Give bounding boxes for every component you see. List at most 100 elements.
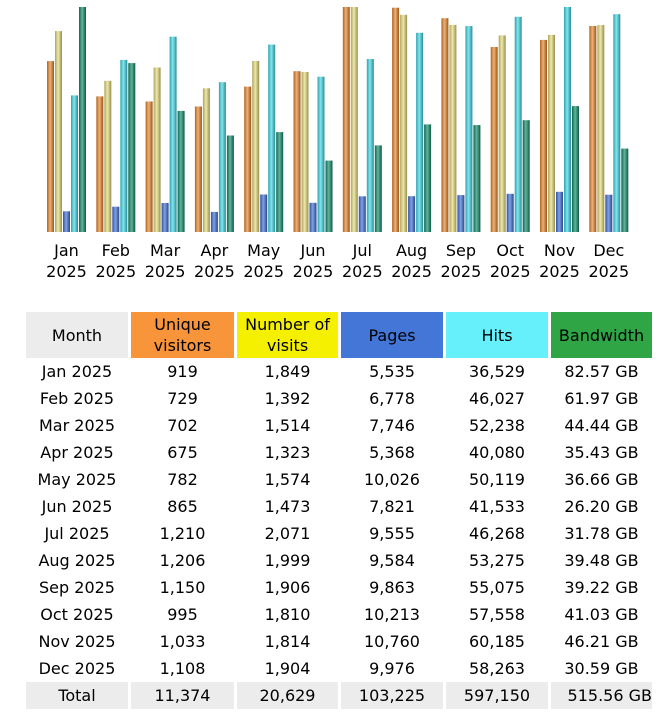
cell-bandwidth: 44.44 GB (564, 416, 639, 435)
cell-bandwidth: 39.22 GB (564, 578, 639, 597)
bar-bandwidth-dec-2025 (621, 148, 629, 232)
bar-bandwidth-sep-2025 (473, 125, 481, 232)
header-bandwidth: Bandwidth (551, 312, 652, 358)
x-tick-label-aug-2025-line2: 2025 (391, 262, 432, 281)
bar-hits-nov-2025 (564, 7, 571, 232)
x-tick-label-apr-2025-line2: 2025 (194, 262, 235, 281)
cell-hits: 58,263 (469, 659, 525, 678)
cell-hits: 50,119 (469, 470, 525, 489)
cell-hits: 36,529 (469, 362, 525, 381)
cell-unique: 782 (167, 470, 198, 489)
cell-bandwidth: 31.78 GB (564, 524, 639, 543)
cell-visits: 1,810 (264, 605, 311, 624)
bar-number-of-visits-sep-2025 (449, 24, 457, 233)
cell-visits: 1,904 (264, 659, 311, 678)
cell-month: May 2025 (37, 470, 117, 489)
bar-number-of-visits-dec-2025 (597, 25, 605, 232)
bar-number-of-visits-nov-2025 (548, 34, 555, 233)
cell-visits: 1,906 (264, 578, 311, 597)
x-tick-label-may-2025-line2: 2025 (243, 262, 284, 281)
cell-month: Apr 2025 (40, 443, 114, 462)
x-tick-label-nov-2025-line1: Nov (544, 241, 575, 260)
table-header-row: Month Unique visitors Number of visits P… (26, 312, 652, 358)
bar-bandwidth-jul-2025 (374, 145, 382, 232)
cell-unique: 1,210 (159, 524, 206, 543)
cell-unique: 1,206 (159, 551, 206, 570)
bar-pages-dec-2025 (605, 194, 613, 232)
bar-pages-aug-2025 (408, 196, 416, 232)
bar-hits-apr-2025 (218, 82, 226, 232)
total-visits: 20,629 (237, 682, 338, 709)
bar-number-of-visits-jul-2025 (350, 7, 358, 232)
bar-unique-visitors-may-2025 (244, 86, 252, 232)
bar-hits-jul-2025 (366, 59, 374, 232)
cell-bandwidth: 35.43 GB (564, 443, 639, 462)
x-tick-label-feb-2025-line1: Feb (102, 241, 130, 260)
bar-number-of-visits-oct-2025 (498, 35, 506, 233)
bar-pages-may-2025 (260, 194, 268, 232)
cell-unique: 1,150 (159, 578, 206, 597)
cell-bandwidth: 36.66 GB (564, 470, 639, 489)
cell-month: Sep 2025 (39, 578, 115, 597)
bar-pages-jul-2025 (358, 196, 366, 232)
cell-pages: 9,976 (369, 659, 415, 678)
cell-pages: 6,778 (369, 389, 415, 408)
total-label: Total (26, 682, 128, 709)
x-tick-label-jun-2025-line1: Jun (300, 241, 326, 260)
cell-pages: 5,535 (369, 362, 415, 381)
bar-unique-visitors-feb-2025 (96, 96, 104, 233)
cell-month: Jun 2025 (41, 497, 113, 516)
cell-unique: 995 (167, 605, 198, 624)
header-unique-visitors: Unique visitors (131, 312, 234, 358)
x-tick-label-aug-2025-line1: Aug (396, 241, 427, 260)
table-row: Mar 2025 702 1,514 7,746 52,238 44.44 GB (26, 412, 652, 439)
bar-pages-apr-2025 (210, 211, 218, 232)
header-visits-line1: Number of (245, 315, 330, 334)
header-number-of-visits: Number of visits (237, 312, 338, 358)
cell-visits: 1,514 (264, 416, 311, 435)
bar-bandwidth-aug-2025 (424, 124, 432, 232)
header-hits: Hits (446, 312, 548, 358)
bar-hits-oct-2025 (514, 16, 522, 232)
bar-hits-aug-2025 (416, 32, 424, 232)
x-tick-label-mar-2025-line1: Mar (150, 241, 181, 260)
total-unique: 11,374 (131, 682, 234, 709)
bar-number-of-visits-jun-2025 (301, 72, 309, 232)
total-bandwidth: 515.56 GB (551, 682, 652, 709)
cell-unique: 919 (167, 362, 198, 381)
bar-unique-visitors-jun-2025 (293, 71, 301, 232)
cell-bandwidth: 46.21 GB (564, 632, 639, 651)
bar-pages-sep-2025 (457, 195, 465, 232)
header-month: Month (26, 312, 128, 358)
bar-hits-jan-2025 (71, 95, 78, 233)
cell-hits: 55,075 (469, 578, 525, 597)
cell-pages: 10,026 (364, 470, 420, 489)
bar-number-of-visits-may-2025 (252, 61, 260, 232)
table-row: Nov 2025 1,033 1,814 10,760 60,185 46.21… (26, 628, 652, 655)
x-tick-label-dec-2025-line2: 2025 (588, 262, 629, 281)
cell-pages: 9,584 (369, 551, 415, 570)
x-tick-label-jun-2025-line2: 2025 (293, 262, 334, 281)
bar-pages-nov-2025 (556, 191, 563, 232)
cell-month: Aug 2025 (38, 551, 116, 570)
cell-unique: 865 (167, 497, 198, 516)
header-pages: Pages (341, 312, 443, 358)
cell-bandwidth: 30.59 GB (564, 659, 639, 678)
x-tick-label-jan-2025-line1: Jan (53, 241, 79, 260)
cell-month: Jul 2025 (44, 524, 110, 543)
header-unique-line1: Unique (154, 315, 211, 334)
table-row: Dec 2025 1,108 1,904 9,976 58,263 30.59 … (26, 655, 652, 682)
table-row: Jan 2025 919 1,849 5,535 36,529 82.57 GB (26, 358, 652, 385)
bar-pages-oct-2025 (506, 193, 514, 232)
cell-bandwidth: 26.20 GB (564, 497, 639, 516)
cell-hits: 40,080 (469, 443, 525, 462)
x-tick-label-sep-2025-line2: 2025 (441, 262, 482, 281)
cell-pages: 7,746 (369, 416, 415, 435)
cell-month: Nov 2025 (38, 632, 116, 651)
cell-bandwidth: 41.03 GB (564, 605, 639, 624)
cell-hits: 60,185 (469, 632, 525, 651)
bar-bandwidth-mar-2025 (177, 110, 185, 232)
bar-hits-may-2025 (268, 44, 276, 232)
cell-hits: 57,558 (469, 605, 525, 624)
table-row: Jun 2025 865 1,473 7,821 41,533 26.20 GB (26, 493, 652, 520)
